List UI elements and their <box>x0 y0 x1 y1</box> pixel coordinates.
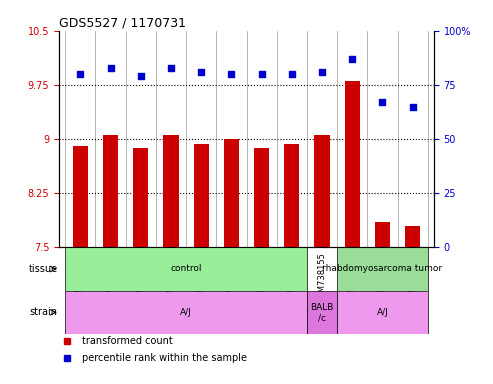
Text: BALB
/c: BALB /c <box>311 303 334 322</box>
Text: A/J: A/J <box>377 308 388 317</box>
Point <box>379 99 387 105</box>
Bar <box>224 139 239 247</box>
Point <box>167 65 175 71</box>
Text: percentile rank within the sample: percentile rank within the sample <box>82 353 246 363</box>
Point <box>409 103 417 109</box>
FancyBboxPatch shape <box>337 291 428 334</box>
Point <box>349 56 356 62</box>
Point <box>197 69 205 75</box>
Bar <box>284 144 299 247</box>
Point <box>318 69 326 75</box>
Text: rhabdomyosarcoma tumor: rhabdomyosarcoma tumor <box>322 265 443 273</box>
Point <box>258 71 266 77</box>
Bar <box>163 136 178 247</box>
Text: A/J: A/J <box>180 308 192 317</box>
Bar <box>405 226 420 247</box>
Text: control: control <box>170 265 202 273</box>
Text: strain: strain <box>30 307 58 317</box>
Bar <box>194 144 209 247</box>
Point <box>76 71 84 77</box>
Bar <box>133 148 148 247</box>
FancyBboxPatch shape <box>65 291 307 334</box>
Bar <box>254 148 269 247</box>
FancyBboxPatch shape <box>337 247 428 291</box>
Bar <box>103 136 118 247</box>
Bar <box>345 81 360 247</box>
FancyBboxPatch shape <box>307 291 337 334</box>
Point <box>227 71 235 77</box>
Text: transformed count: transformed count <box>82 336 173 346</box>
Point <box>288 71 296 77</box>
Text: GDS5527 / 1170731: GDS5527 / 1170731 <box>59 17 186 30</box>
FancyBboxPatch shape <box>65 247 307 291</box>
Bar <box>315 136 330 247</box>
Point <box>106 65 114 71</box>
Text: tissue: tissue <box>29 264 58 274</box>
Bar <box>73 146 88 247</box>
Bar <box>375 222 390 247</box>
Point <box>137 73 144 79</box>
